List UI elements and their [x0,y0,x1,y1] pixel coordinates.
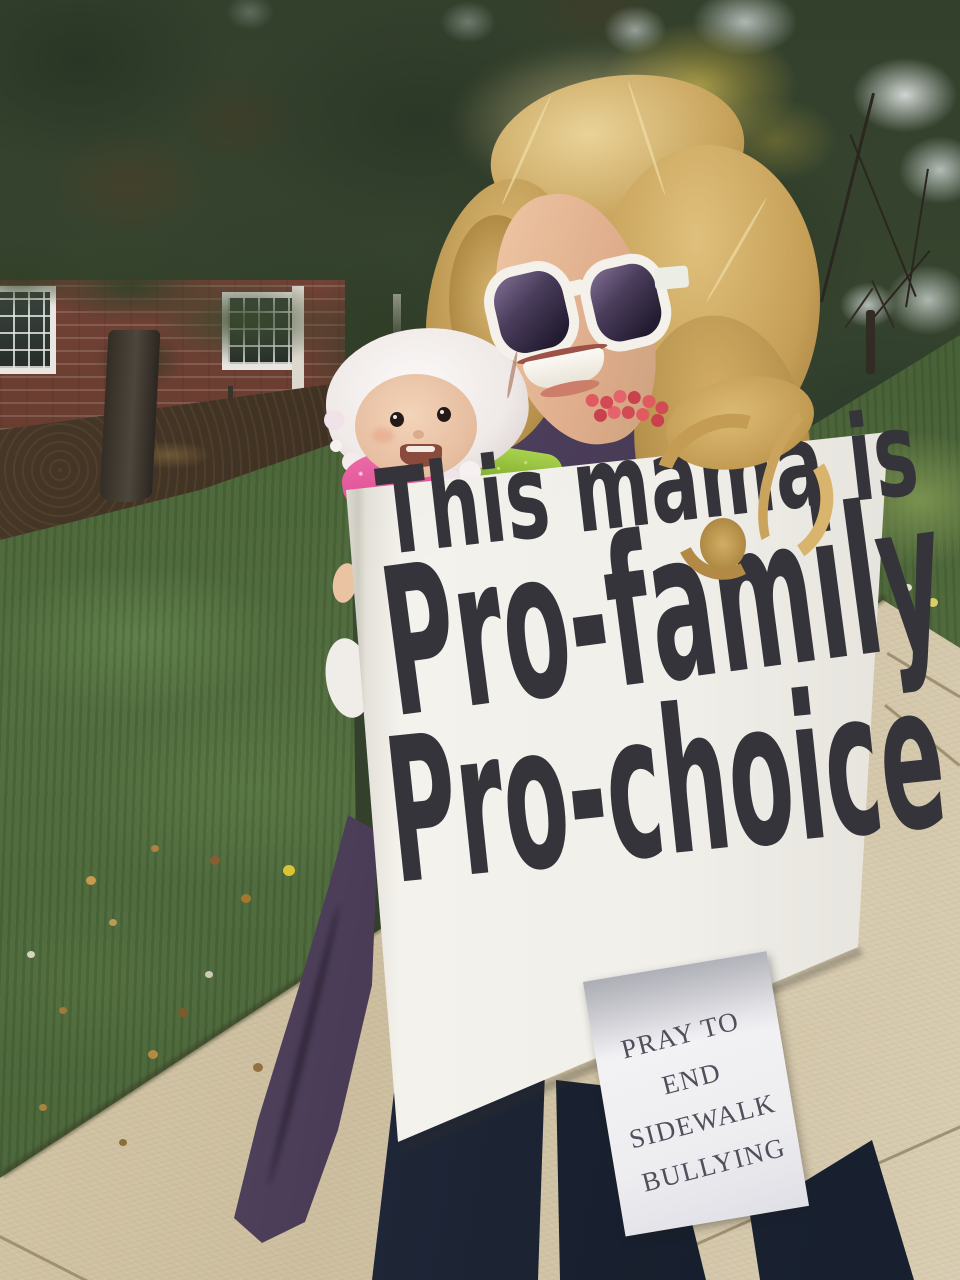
baby-mouth-highlight [406,446,435,452]
eye-glint [440,410,444,414]
baby-cheek [372,428,394,443]
eye-glint [393,415,397,419]
hair-curl [700,518,746,570]
baby-nose [413,430,424,439]
tree-trunk [99,330,161,502]
bonnet-ruffle [330,440,342,452]
necklace-beads [584,393,600,408]
protest-sign-line-3: Pro-choice [376,639,956,930]
baby-right-eye [437,407,451,422]
baby-left-eye [390,412,404,427]
bare-tree-trunk [866,310,875,374]
fallen-leaves [0,0,6,5]
sunglasses-temple-arm [653,265,690,291]
hair-curl-over-sign [632,363,863,593]
